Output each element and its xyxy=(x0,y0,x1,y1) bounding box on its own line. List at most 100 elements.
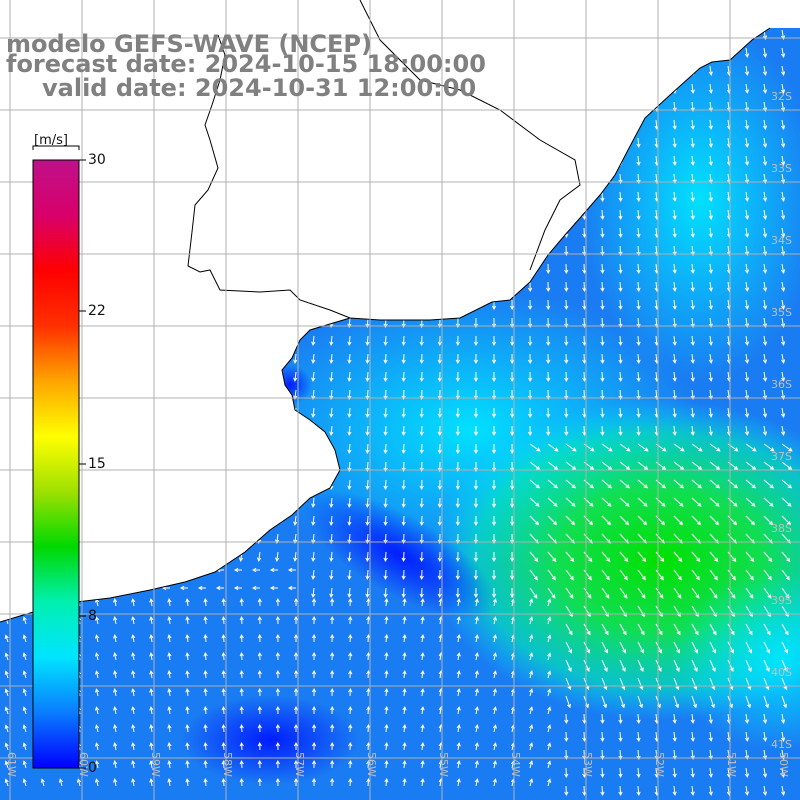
wind-arrow xyxy=(203,651,208,661)
wind-arrow xyxy=(672,785,677,796)
wind-arrow xyxy=(744,245,750,256)
wind-arrow xyxy=(167,616,172,625)
wind-arrow xyxy=(781,551,791,562)
wind-arrow xyxy=(583,623,591,636)
wind-arrow xyxy=(744,425,750,436)
wind-arrow xyxy=(619,695,625,709)
wind-arrow xyxy=(293,651,299,660)
wind-arrow xyxy=(455,425,460,437)
wind-arrow xyxy=(601,569,610,581)
wind-arrow xyxy=(167,724,172,733)
wind-arrow xyxy=(311,587,316,598)
wind-arrow xyxy=(185,652,190,661)
wind-arrow xyxy=(112,299,117,310)
wind-arrow xyxy=(348,687,353,697)
wind-arrow xyxy=(185,724,190,733)
wind-arrow xyxy=(673,551,683,562)
wind-arrow xyxy=(58,101,63,112)
wind-arrow xyxy=(166,119,171,130)
wind-arrow xyxy=(167,778,172,787)
wind-arrow xyxy=(509,551,515,563)
wind-arrow xyxy=(22,688,27,697)
wind-arrow xyxy=(401,515,406,527)
wind-arrow xyxy=(184,245,189,256)
wind-arrow xyxy=(708,263,713,274)
wind-arrow xyxy=(455,587,460,599)
wind-arrow xyxy=(547,461,559,470)
wind-arrow xyxy=(691,443,703,452)
wind-arrow xyxy=(491,426,497,437)
wind-arrow xyxy=(529,634,534,643)
wind-arrow xyxy=(148,191,153,202)
wind-arrow xyxy=(618,263,623,275)
wind-arrow xyxy=(492,652,497,661)
wind-arrow xyxy=(527,371,533,383)
wind-arrow xyxy=(275,615,281,625)
wind-arrow xyxy=(275,633,281,643)
wind-arrow xyxy=(4,191,9,202)
wind-arrow xyxy=(402,615,407,625)
wind-arrow xyxy=(547,551,557,562)
wind-arrow xyxy=(203,633,208,643)
wind-arrow xyxy=(529,598,534,607)
wind-arrow xyxy=(76,101,81,112)
wind-arrow xyxy=(22,299,27,310)
wind-arrow xyxy=(781,173,786,184)
wind-arrow xyxy=(618,425,623,437)
wind-arrow xyxy=(311,759,317,769)
wind-arrow xyxy=(618,191,623,203)
wind-arrow xyxy=(781,479,793,489)
wind-arrow xyxy=(745,623,753,636)
wind-arrow xyxy=(95,670,100,679)
wind-arrow xyxy=(655,515,666,526)
wind-arrow xyxy=(636,155,641,167)
lon-label: 61W xyxy=(5,752,18,777)
wind-arrow xyxy=(564,785,569,797)
wind-arrow xyxy=(636,209,641,221)
wind-arrow xyxy=(257,723,262,733)
wind-arrow xyxy=(618,731,623,743)
wind-arrow xyxy=(455,479,460,491)
colorbar-unit-bracket xyxy=(32,145,80,150)
wind-arrow xyxy=(419,353,424,365)
wind-arrow xyxy=(166,209,171,220)
wind-arrow xyxy=(655,497,666,507)
wind-arrow xyxy=(76,778,82,787)
wind-arrow xyxy=(330,651,335,661)
wind-arrow xyxy=(708,209,713,220)
wind-arrow xyxy=(509,299,515,311)
wind-arrow xyxy=(330,597,335,607)
wind-arrow xyxy=(564,335,569,347)
wind-arrow xyxy=(619,443,631,452)
wind-arrow xyxy=(402,687,407,697)
wind-arrow xyxy=(311,533,316,544)
wind-arrow xyxy=(763,677,770,691)
wind-arrow xyxy=(221,669,226,679)
wind-arrow xyxy=(691,695,697,709)
wind-arrow xyxy=(708,749,713,760)
wind-arrow xyxy=(148,263,153,274)
wind-arrow xyxy=(58,119,63,130)
wind-arrow xyxy=(672,731,677,742)
wind-arrow xyxy=(529,652,534,661)
wind-arrow xyxy=(419,443,424,455)
wind-arrow xyxy=(311,651,317,661)
wind-arrow xyxy=(22,742,27,751)
wind-arrow xyxy=(94,191,99,202)
wind-arrow xyxy=(166,173,171,184)
wind-arrow xyxy=(348,723,353,733)
wind-arrow xyxy=(709,461,721,470)
wind-arrow xyxy=(690,137,695,148)
wind-arrow xyxy=(744,83,750,94)
wind-arrow xyxy=(781,425,786,436)
wind-arrow xyxy=(672,245,677,256)
lat-label: 34S xyxy=(771,234,792,247)
lon-label: 58W xyxy=(221,752,234,777)
wind-arrow xyxy=(636,227,641,239)
wind-arrow xyxy=(287,585,296,591)
wind-arrow xyxy=(509,515,515,527)
wind-arrow xyxy=(762,83,768,94)
wind-arrow xyxy=(762,335,768,346)
wind-arrow xyxy=(401,497,406,509)
wind-arrow xyxy=(529,724,534,733)
